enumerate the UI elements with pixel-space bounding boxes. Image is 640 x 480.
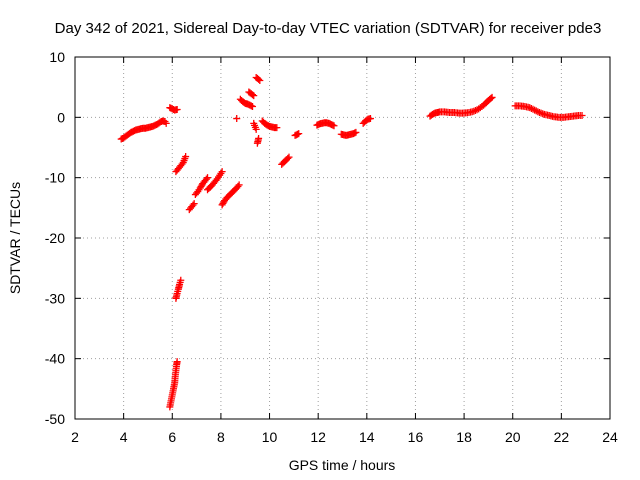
data-point	[284, 154, 292, 162]
data-point	[233, 115, 241, 123]
y-tick-label: 0	[57, 109, 65, 125]
chart-title: Day 342 of 2021, Sidereal Day-to-day VTE…	[55, 20, 602, 37]
x-tick-label: 18	[456, 429, 472, 445]
y-tick-label: -40	[45, 351, 65, 367]
data-point	[162, 119, 170, 127]
data-point	[527, 104, 535, 112]
data-point	[190, 200, 198, 208]
data-point	[578, 112, 586, 120]
data-point	[234, 182, 242, 190]
data-point	[173, 105, 181, 113]
data-point	[178, 160, 186, 168]
data-point	[532, 107, 540, 115]
data-point	[235, 181, 243, 189]
data-point	[182, 153, 190, 161]
data-points	[117, 74, 586, 411]
data-point	[285, 153, 293, 161]
data-point	[273, 124, 281, 132]
x-tick-label: 2	[71, 429, 79, 445]
data-point	[255, 75, 263, 83]
x-tick-label: 16	[408, 429, 424, 445]
x-tick-label: 8	[217, 429, 225, 445]
data-point	[249, 91, 257, 99]
data-point	[249, 102, 257, 110]
data-point	[531, 106, 539, 114]
y-tick-label: 10	[49, 49, 65, 65]
x-tick-label: 14	[359, 429, 375, 445]
data-point	[252, 125, 260, 133]
x-tick-label: 6	[168, 429, 176, 445]
plot-frame	[74, 56, 611, 420]
x-tick-label: 10	[262, 429, 278, 445]
data-point	[470, 107, 478, 115]
grid-lines	[75, 57, 610, 419]
data-point	[366, 115, 374, 123]
data-point	[202, 175, 210, 183]
data-point	[487, 94, 495, 102]
data-point	[250, 92, 258, 100]
x-tick-label: 4	[120, 429, 128, 445]
data-point	[173, 358, 181, 366]
data-point	[526, 104, 534, 112]
x-tick-label: 22	[554, 429, 570, 445]
x-tick-label: 24	[602, 429, 618, 445]
x-tick-label: 20	[505, 429, 521, 445]
data-point	[204, 174, 212, 182]
data-point	[255, 134, 263, 142]
data-point	[352, 128, 360, 136]
data-point	[330, 122, 338, 130]
data-point	[177, 276, 185, 284]
y-axis-label: SDTVAR / TECUs	[7, 182, 23, 294]
data-point	[529, 105, 537, 113]
data-point	[189, 201, 197, 209]
data-point	[471, 106, 479, 114]
data-point	[218, 168, 226, 176]
y-tick-label: -30	[45, 290, 65, 306]
data-point	[295, 130, 303, 138]
data-point	[534, 108, 542, 116]
y-tick-label: -10	[45, 170, 65, 186]
x-axis-label: GPS time / hours	[289, 457, 396, 473]
x-tick-label: 12	[310, 429, 326, 445]
data-point	[488, 93, 496, 101]
data-point	[256, 77, 264, 85]
y-tick-label: -50	[45, 411, 65, 427]
y-tick-label: -20	[45, 230, 65, 246]
